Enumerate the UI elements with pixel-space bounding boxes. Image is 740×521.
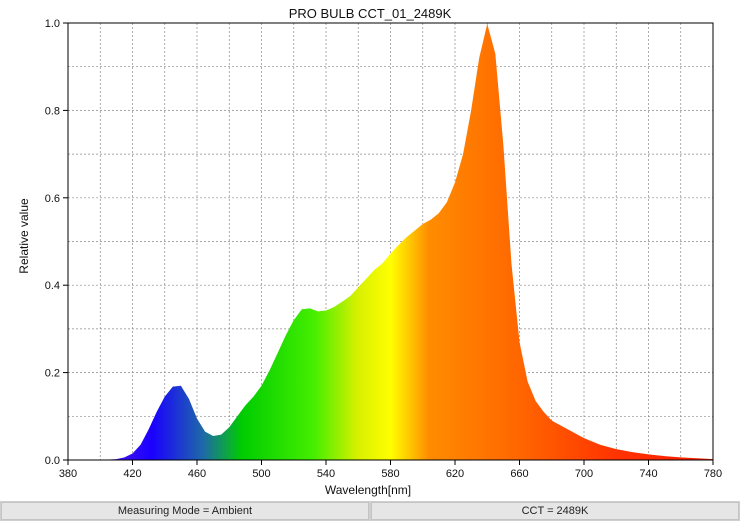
- x-tick-label: 660: [510, 468, 528, 480]
- measuring-mode-status: Measuring Mode = Ambient: [1, 502, 369, 520]
- y-tick-labels: 0.0 0.2 0.4 0.6 0.8 1.0: [45, 18, 68, 467]
- x-axis-title: Wavelength[nm]: [325, 483, 411, 497]
- x-tick-label: 700: [575, 468, 593, 480]
- y-axis-title: Relative value: [17, 198, 31, 274]
- x-tick-label: 740: [639, 468, 657, 480]
- y-tick-label: 0.8: [45, 105, 60, 117]
- x-tick-label: 620: [446, 468, 464, 480]
- status-bar: Measuring Mode = Ambient CCT = 2489K: [0, 501, 740, 521]
- y-tick-label: 0.2: [45, 368, 60, 380]
- x-tick-label: 500: [252, 468, 270, 480]
- x-tick-label: 580: [381, 468, 399, 480]
- chart-title: PRO BULB CCT_01_2489K: [289, 6, 452, 21]
- spectrum-area: [68, 23, 713, 461]
- y-tick-label: 0.6: [45, 193, 60, 205]
- y-tick-label: 0.4: [45, 280, 60, 292]
- x-tick-label: 780: [704, 468, 722, 480]
- x-tick-label: 420: [123, 468, 141, 480]
- y-tick-label: 1.0: [45, 18, 60, 30]
- x-tick-label: 460: [188, 468, 206, 480]
- x-tick-labels: 380 420 460 500 540 580 620 660 700 740 780: [59, 460, 722, 480]
- spectrum-chart: PRO BULB CCT_01_2489K 380 420 460 500 540 580…: [17, 6, 722, 497]
- y-tick-label: 0.0: [45, 455, 60, 467]
- x-tick-label: 540: [317, 468, 335, 480]
- cct-status: CCT = 2489K: [371, 502, 739, 520]
- x-tick-label: 380: [59, 468, 77, 480]
